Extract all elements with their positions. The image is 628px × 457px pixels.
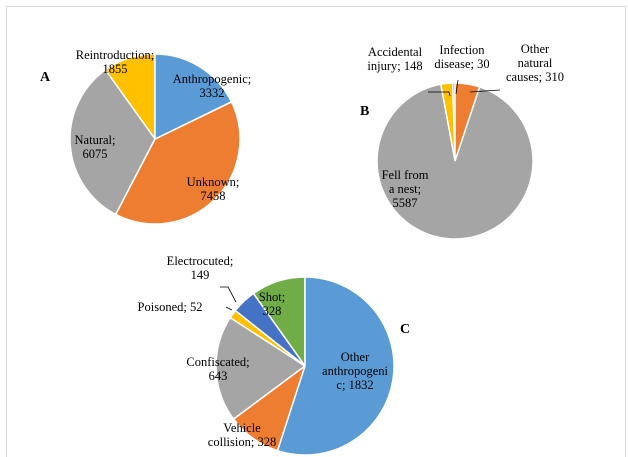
leader-line bbox=[469, 89, 501, 93]
pie-slice bbox=[215, 316, 307, 421]
data-label: Shot; 328 bbox=[258, 290, 286, 318]
data-label: Poisoned; 52 bbox=[137, 300, 203, 314]
data-label: Unknown; 7458 bbox=[186, 175, 240, 203]
data-label: Vehicle collision; 328 bbox=[207, 421, 277, 449]
data-label: Accidental injury; 148 bbox=[367, 45, 423, 73]
leader-line bbox=[455, 79, 459, 95]
data-label: Other natural causes; 310 bbox=[506, 42, 564, 84]
data-label: Electrocuted; 149 bbox=[166, 254, 234, 282]
leader-line bbox=[220, 286, 237, 303]
pie-slice bbox=[376, 83, 534, 240]
pie-slice bbox=[276, 276, 395, 456]
leader-line bbox=[428, 91, 451, 97]
frame bbox=[6, 6, 626, 457]
leader-line bbox=[225, 306, 233, 311]
panel-label: A bbox=[40, 70, 51, 85]
data-label: Reintroduction; 1855 bbox=[75, 48, 155, 76]
data-label: Natural; 6075 bbox=[74, 133, 116, 161]
panel-label: C bbox=[400, 322, 411, 337]
pie-slice bbox=[154, 53, 233, 141]
data-label: Fell from a nest; 5587 bbox=[381, 168, 429, 210]
pie-slice bbox=[114, 100, 241, 225]
pie-slice bbox=[454, 82, 481, 162]
data-label: Other anthropogeni c; 1832 bbox=[322, 350, 388, 392]
data-label: Anthropogenic; 3332 bbox=[172, 72, 252, 100]
panel-label: B bbox=[360, 104, 370, 119]
leader-lines bbox=[220, 79, 501, 311]
data-label: Infection disease; 30 bbox=[434, 43, 490, 71]
data-label: Confiscated; 643 bbox=[186, 355, 250, 383]
